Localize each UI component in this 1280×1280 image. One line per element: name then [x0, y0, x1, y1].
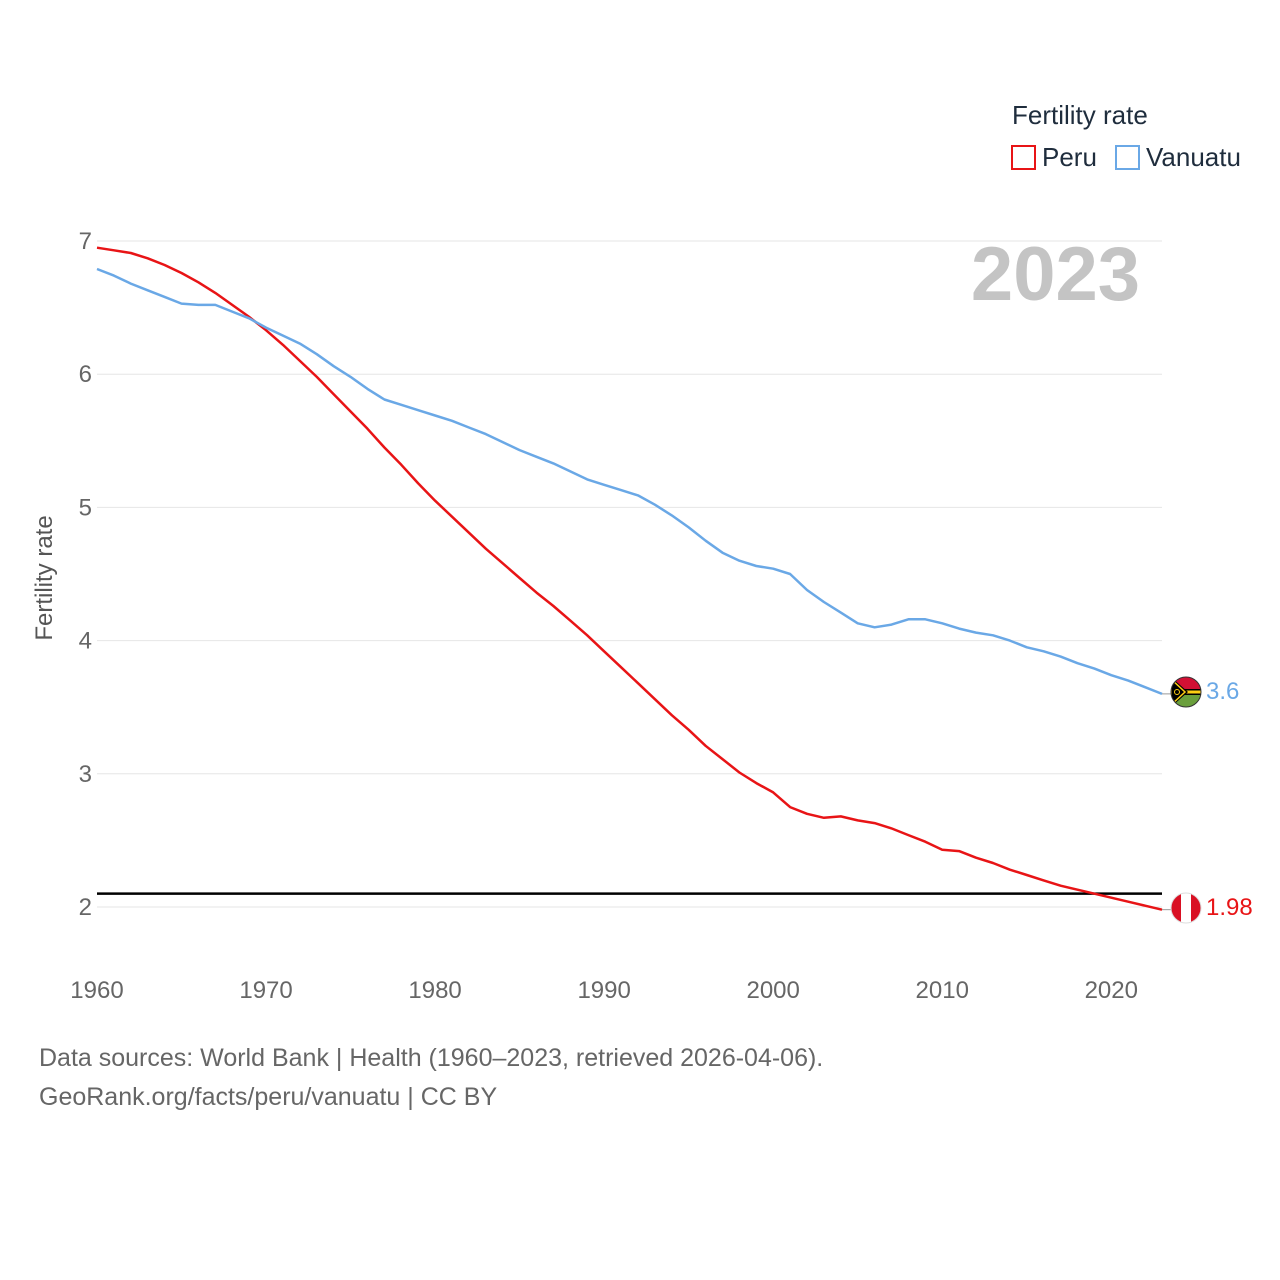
peru-end-label: 1.98 — [1206, 894, 1253, 921]
legend-title: Fertility rate — [1012, 100, 1148, 130]
x-tick-2010: 2010 — [916, 977, 969, 1004]
x-tick-1960: 1960 — [70, 977, 123, 1004]
vanuatu-flag-icon — [1171, 677, 1201, 707]
y-tick-3: 3 — [79, 761, 92, 788]
x-tick-1970: 1970 — [239, 977, 292, 1004]
y-axis-label: Fertility rate — [31, 515, 58, 640]
end-markers — [1162, 693, 1172, 911]
peru-flag-icon — [1171, 893, 1201, 923]
footer-source: Data sources: World Bank | Health (1960–… — [39, 1044, 824, 1072]
legend: Fertility rate Peru Vanuatu — [1011, 100, 1241, 172]
legend-swatch-vanuatu[interactable] — [1115, 145, 1140, 170]
x-tick-1980: 1980 — [408, 977, 461, 1004]
vanuatu-end-label: 3.6 — [1206, 678, 1239, 705]
y-tick-6: 6 — [79, 361, 92, 388]
series-line-vanuatu[interactable] — [96, 267, 1163, 696]
y-tick-4: 4 — [79, 628, 92, 655]
peru-flag-ring — [1170, 892, 1202, 924]
y-tick-2: 2 — [79, 894, 92, 921]
legend-label-vanuatu[interactable]: Vanuatu — [1146, 142, 1241, 172]
x-tick-2000: 2000 — [746, 977, 799, 1004]
legend-label-peru[interactable]: Peru — [1042, 142, 1097, 172]
series-line-peru[interactable] — [96, 246, 1163, 911]
grid — [97, 240, 1162, 908]
y-axis-ticks: 2 3 4 5 6 7 — [79, 228, 92, 921]
vanuatu-flag-ring — [1170, 676, 1202, 708]
footer-link[interactable]: GeoRank.org/facts/peru/vanuatu | CC BY — [39, 1083, 498, 1111]
y-tick-5: 5 — [79, 494, 92, 521]
x-tick-2020: 2020 — [1085, 977, 1138, 1004]
series-lines — [96, 246, 1163, 911]
x-axis-ticks: 1960 1970 1980 1990 2000 2010 2020 — [70, 977, 1138, 1004]
year-display: 2023 — [971, 232, 1140, 317]
y-tick-7: 7 — [79, 228, 92, 255]
legend-swatch-peru[interactable] — [1011, 145, 1036, 170]
x-tick-1990: 1990 — [577, 977, 630, 1004]
